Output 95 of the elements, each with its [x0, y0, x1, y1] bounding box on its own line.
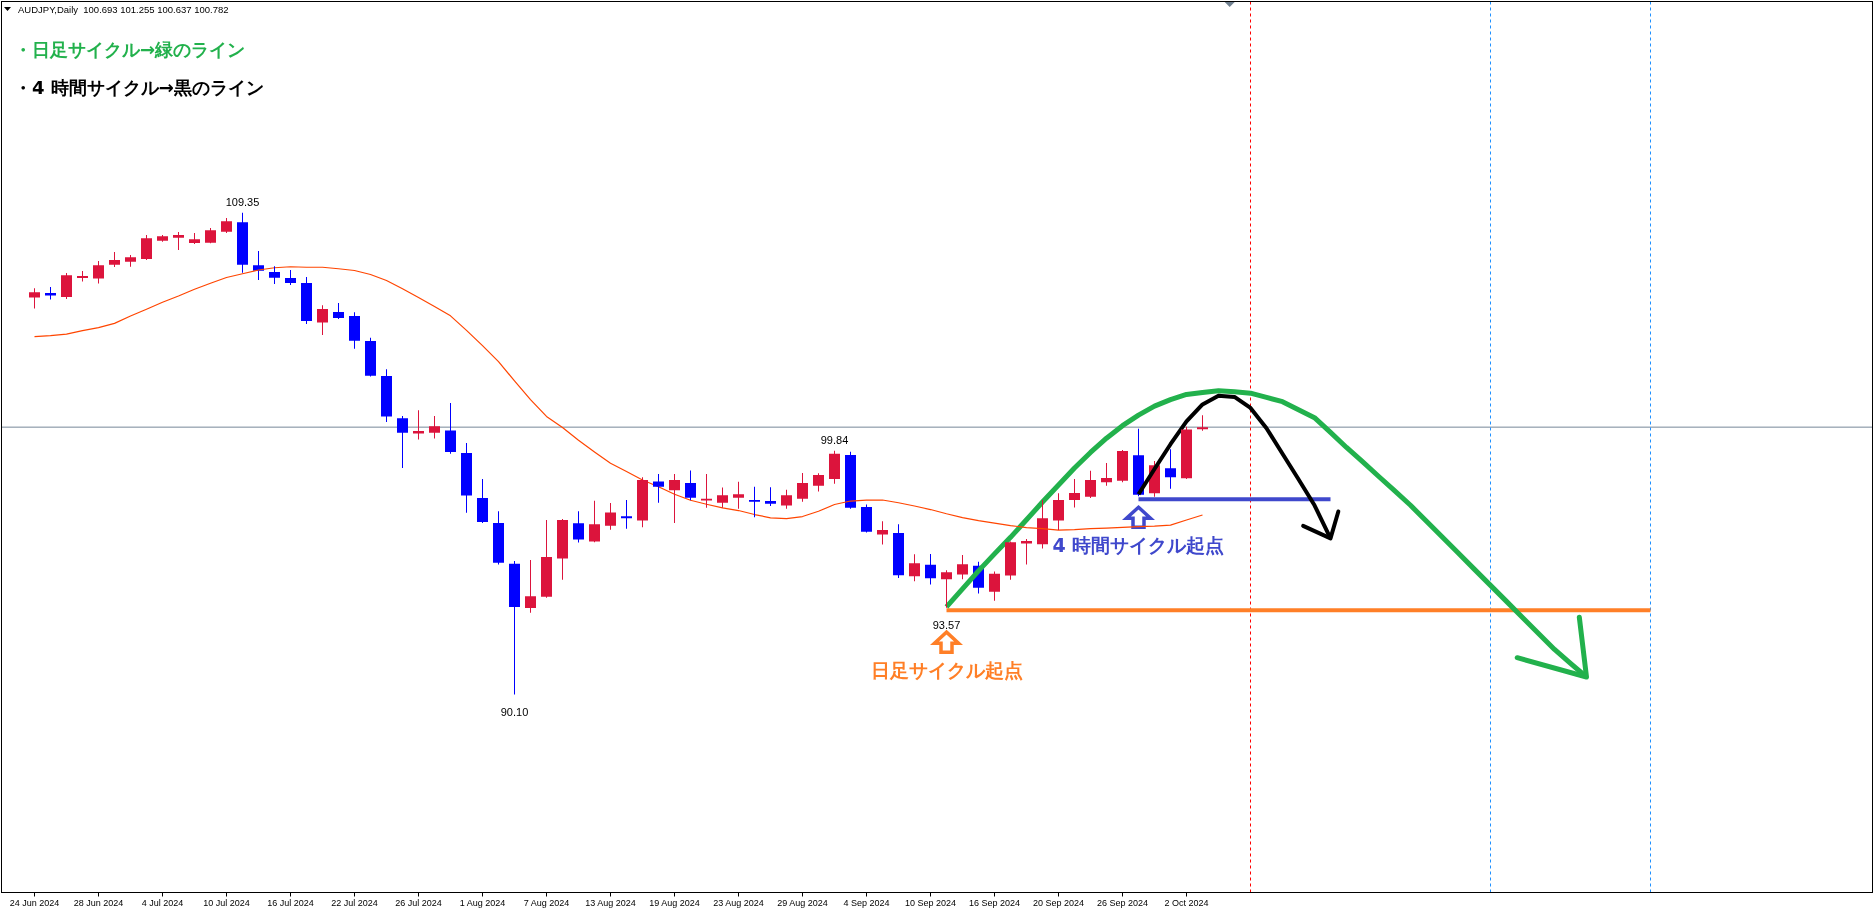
candlestick [301, 277, 312, 325]
x-tick-label: 26 Sep 2024 [1096, 898, 1149, 908]
candlestick [1181, 426, 1192, 479]
annotation: 日足サイクル起点 [870, 659, 1023, 682]
candlestick [477, 479, 488, 524]
x-tick-label: 24 Jun 2024 [9, 898, 60, 908]
candlestick [173, 231, 184, 250]
candlestick [957, 555, 968, 580]
candlestick [1101, 462, 1112, 486]
candlestick [781, 489, 792, 509]
x-tick-label: 19 Aug 2024 [649, 898, 700, 908]
candlestick [237, 212, 248, 273]
candlestick [77, 271, 88, 282]
text: 99.84 [820, 433, 849, 446]
candlestick [893, 524, 904, 579]
candlestick [365, 337, 376, 377]
x-tick-label: 16 Sep 2024 [968, 898, 1021, 908]
candlestick [685, 470, 696, 501]
chart-title: AUDJPY,Daily 100.693 101.255 100.637 100.782 [18, 3, 229, 15]
candlestick [1085, 470, 1096, 499]
candlestick [749, 486, 760, 518]
x-tick-label: 16 Jul 2024 [267, 898, 314, 908]
candlestick [765, 487, 776, 507]
candlestick [557, 519, 568, 580]
candlestick [45, 287, 56, 300]
candlestick [1069, 479, 1080, 508]
annotation: 4 時間サイクル起点 [1052, 534, 1225, 557]
x-tick-label: 4 Sep 2024 [843, 898, 890, 908]
candlestick [381, 369, 392, 422]
candlestick [493, 511, 504, 565]
candlestick [1005, 541, 1016, 580]
text: ・4 時間サイクル→黒のライン [14, 77, 264, 98]
candlestick [573, 511, 584, 543]
candlestick [797, 473, 808, 502]
candlestick [877, 521, 888, 545]
candlestick [221, 217, 232, 233]
candlestick [621, 500, 632, 529]
candlestick [461, 442, 472, 513]
candlestick [125, 255, 136, 267]
candlestick [909, 554, 920, 582]
candlestick [1021, 539, 1032, 565]
candlestick [429, 415, 440, 439]
x-tick-label: 2 Oct 2024 [1164, 898, 1209, 908]
candlestick [333, 303, 344, 320]
candlestick [637, 477, 648, 528]
candlestick [109, 251, 120, 268]
candlestick [669, 474, 680, 524]
candlestick [861, 504, 872, 533]
candlestick [1165, 449, 1176, 489]
candlestick [1117, 449, 1128, 483]
candlestick [829, 450, 840, 484]
text: 109.35 [225, 195, 260, 208]
candlestick [445, 402, 456, 454]
x-tick-label: 29 Aug 2024 [777, 898, 828, 908]
candlestick [269, 266, 280, 285]
candlestick [717, 487, 728, 508]
candlestick [813, 473, 824, 492]
candlestick [525, 560, 536, 613]
x-tick-label: 28 Jun 2024 [73, 898, 124, 908]
x-tick-label: 26 Jul 2024 [395, 898, 442, 908]
x-tick-label: 22 Jul 2024 [331, 898, 378, 908]
candlestick [205, 227, 216, 244]
text: 93.57 [932, 618, 961, 631]
candlestick [157, 234, 168, 242]
candlestick [189, 232, 200, 244]
candlestick [701, 474, 712, 508]
candlestick [1053, 493, 1064, 531]
x-tick-label: 4 Jul 2024 [141, 898, 184, 908]
candlestick [93, 261, 104, 284]
x-tick-label: 23 Aug 2024 [713, 898, 764, 908]
candlestick [317, 305, 328, 336]
x-tick-label: 13 Aug 2024 [585, 898, 636, 908]
candlestick [141, 234, 152, 260]
candlestick [733, 481, 744, 509]
x-tick-label: 7 Aug 2024 [523, 898, 570, 908]
candlestick [941, 570, 952, 608]
candlestick [61, 273, 72, 300]
candlestick [29, 288, 40, 309]
x-tick-label: 10 Jul 2024 [203, 898, 250, 908]
candlestick [925, 554, 936, 585]
x-tick-label: 20 Sep 2024 [1032, 898, 1085, 908]
candlestick [509, 561, 520, 695]
candlestick [989, 571, 1000, 601]
candlestick [1197, 415, 1208, 431]
candlestick [285, 270, 296, 286]
candlestick [589, 500, 600, 543]
x-tick-label: 1 Aug 2024 [459, 898, 506, 908]
text: 90.10 [500, 705, 529, 718]
candlestick [541, 520, 552, 598]
candlestick [349, 312, 360, 349]
text: ・日足サイクル→緑のライン [14, 39, 246, 60]
candlestick [397, 415, 408, 468]
x-tick-label: 10 Sep 2024 [904, 898, 957, 908]
candlestick [605, 503, 616, 530]
candlestick [653, 474, 664, 503]
